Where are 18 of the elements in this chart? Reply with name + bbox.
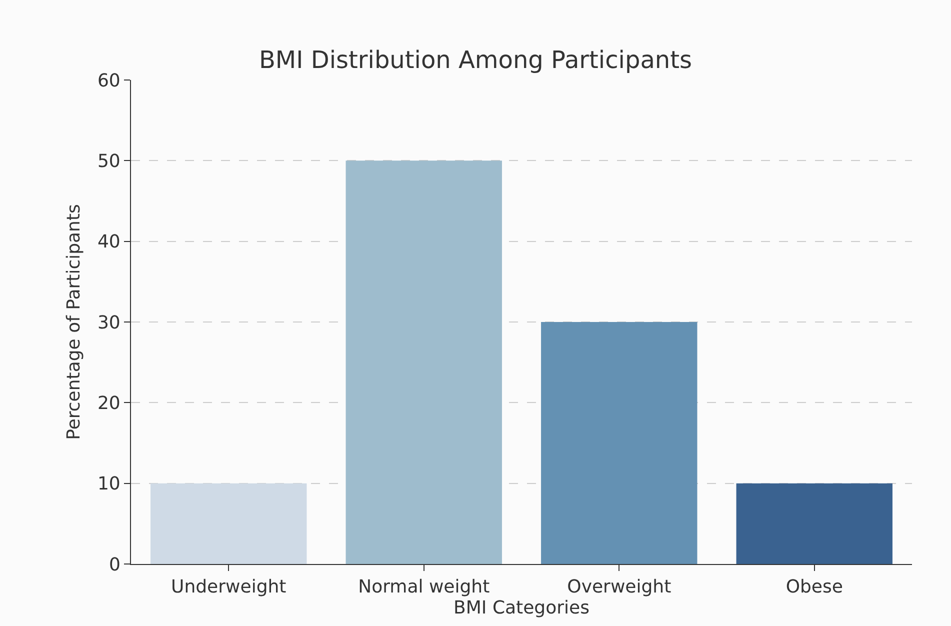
y-tick-label: 40 [97,232,120,253]
y-tick-label: 0 [108,554,120,576]
y-axis-title: Percentage of Participants [64,204,85,440]
bar [736,483,892,564]
x-tick-label: Overweight [567,576,672,598]
bar [150,483,307,564]
chart-title: BMI Distribution Among Participants [258,46,692,74]
y-tick-label: 20 [97,392,120,414]
x-axis-title: BMI Categories [454,598,590,619]
y-tick-label: 30 [97,312,120,334]
bar [346,160,502,564]
y-tick-label: 10 [97,474,120,495]
bar [541,322,698,564]
x-tick-label: Normal weight [358,576,490,598]
x-tick-label: Obese [786,576,843,598]
y-tick-label: 60 [97,70,120,92]
y-tick-label: 50 [97,150,120,172]
x-tick-label: Underweight [171,576,286,598]
